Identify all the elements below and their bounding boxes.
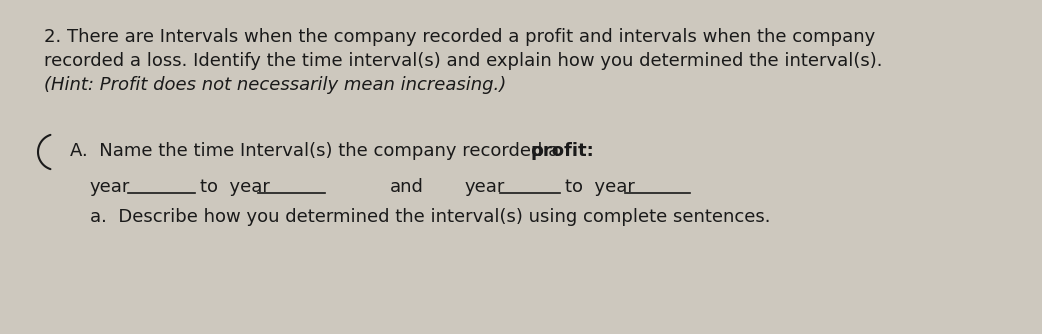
Text: year: year: [465, 178, 505, 196]
Text: (Hint: Profit does not necessarily mean increasing.): (Hint: Profit does not necessarily mean …: [44, 76, 506, 94]
Text: recorded a loss. Identify the time interval(s) and explain how you determined th: recorded a loss. Identify the time inter…: [44, 52, 883, 70]
Text: 2. There are Intervals when the company recorded a profit and intervals when the: 2. There are Intervals when the company …: [44, 28, 875, 46]
Text: to  year: to year: [200, 178, 270, 196]
Text: year: year: [90, 178, 130, 196]
Text: A.  Name the time Interval(s) the company recorded a: A. Name the time Interval(s) the company…: [70, 142, 565, 160]
Text: a.  Describe how you determined the interval(s) using complete sentences.: a. Describe how you determined the inter…: [90, 208, 770, 226]
Text: and: and: [390, 178, 424, 196]
Text: profit:: profit:: [530, 142, 594, 160]
Text: to  year: to year: [565, 178, 635, 196]
